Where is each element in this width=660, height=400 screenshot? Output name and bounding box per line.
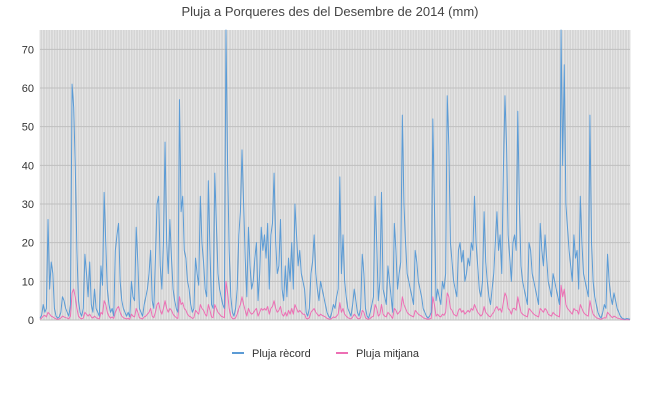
legend-label-mitjana: Pluja mitjana (356, 348, 420, 360)
y-tick-label: 0 (28, 315, 34, 327)
y-tick-label: 30 (22, 199, 34, 211)
horizontal-gridlines (40, 48, 630, 321)
y-tick-label: 10 (22, 276, 34, 288)
series-layer (39, 29, 631, 321)
y-tick-label: 20 (22, 238, 34, 250)
legend: Pluja rècord Pluja mitjana (232, 348, 420, 360)
legend-label-record: Pluja rècord (252, 348, 311, 360)
series-line-mitjana (39, 280, 630, 321)
y-tick-label: 70 (22, 44, 34, 56)
series-line-record (39, 29, 631, 320)
y-tick-label: 60 (22, 83, 34, 95)
y-tick-label: 40 (22, 160, 34, 172)
chart-title: Pluja a Porqueres des del Desembre de 20… (182, 4, 479, 19)
y-tick-label: 50 (22, 122, 34, 134)
y-axis-ticks: 0 10 20 30 40 50 60 70 (22, 44, 34, 327)
